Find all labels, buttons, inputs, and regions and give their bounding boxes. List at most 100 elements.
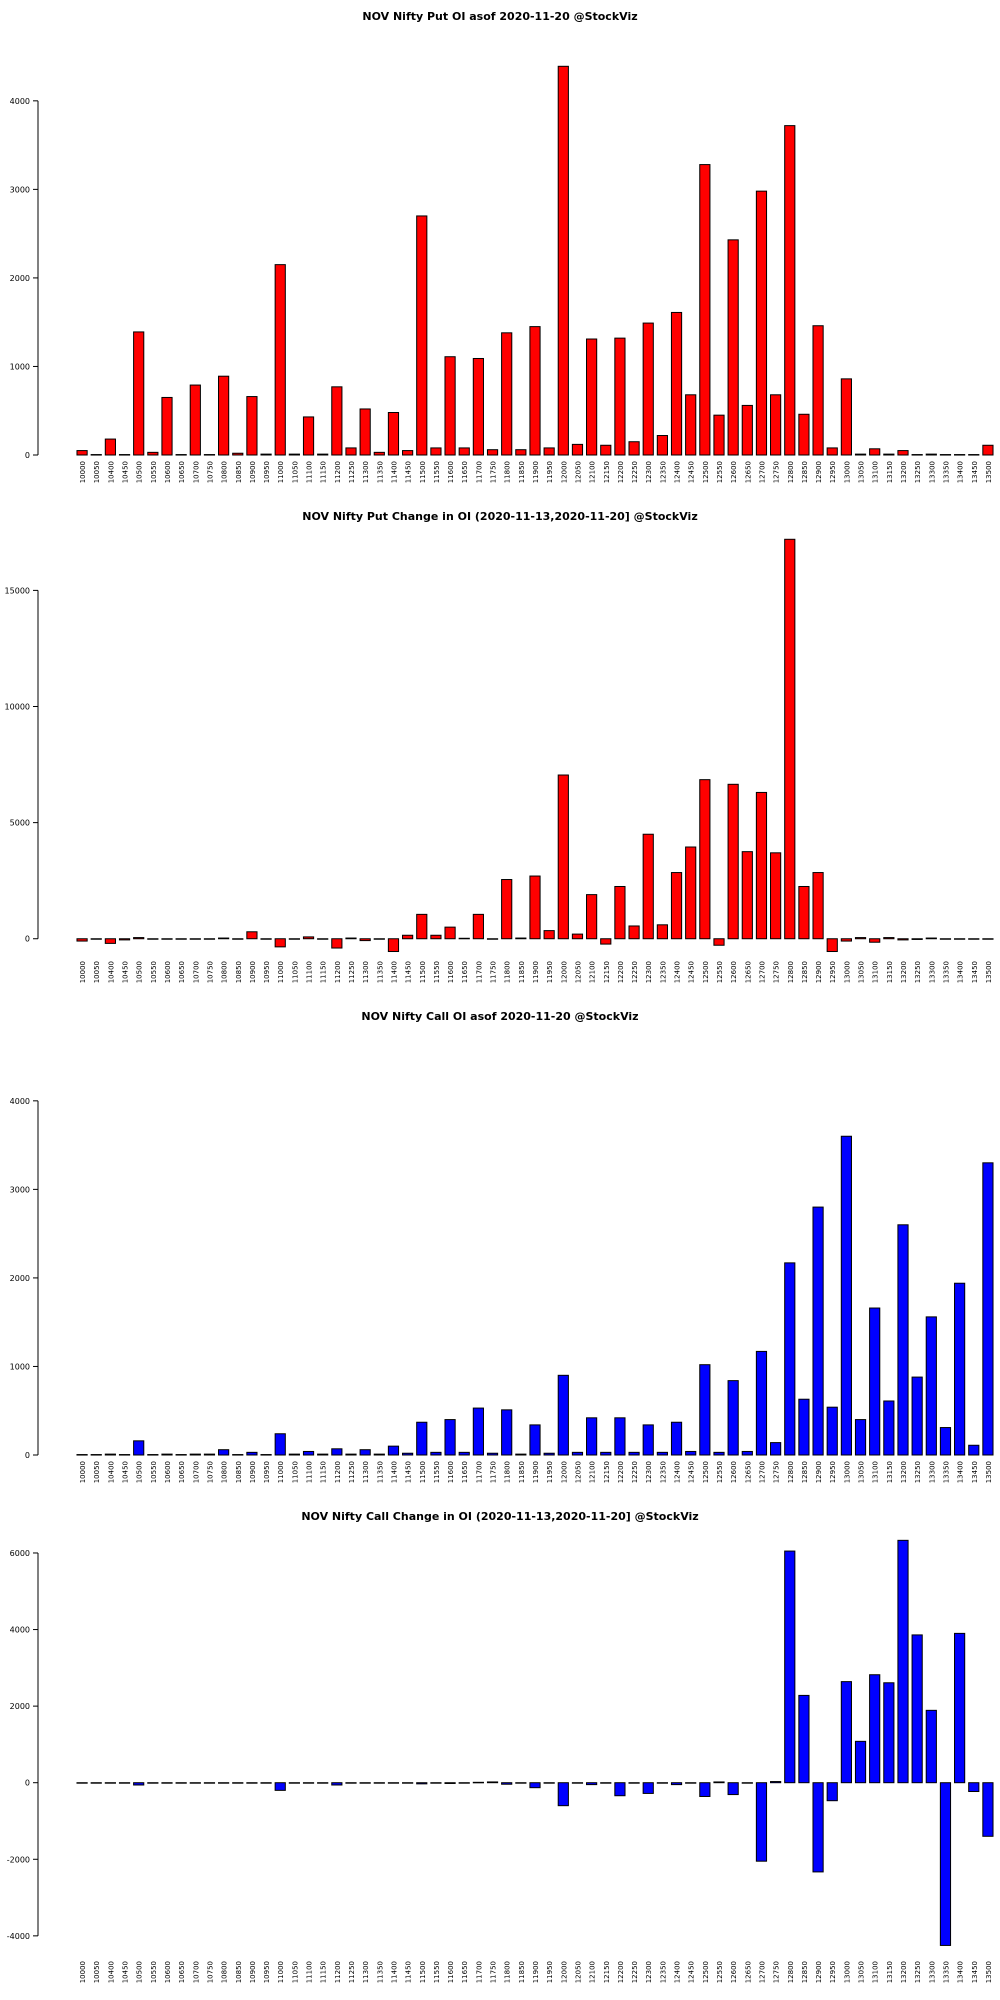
- x-tick-label: 12900: [815, 1461, 823, 1483]
- bar: [387, 938, 400, 953]
- x-tick-label: 10600: [164, 1461, 172, 1483]
- x-tick-label: 12950: [829, 461, 837, 483]
- bar: [359, 408, 371, 456]
- x-tick-label: 11950: [546, 461, 554, 483]
- x-tick-label: 11600: [447, 461, 455, 483]
- x-tick-label: 12550: [716, 1461, 724, 1483]
- y-tick-label: 5000: [10, 819, 30, 828]
- x-tick-label: 10000: [79, 461, 87, 483]
- x-tick-label: 10050: [93, 461, 101, 483]
- x-tick-label: 12750: [773, 461, 781, 483]
- bar: [373, 938, 385, 940]
- bar: [656, 1782, 668, 1784]
- bar: [925, 1316, 937, 1456]
- x-tick-label: 10800: [221, 1961, 229, 1983]
- bar: [104, 1453, 116, 1456]
- bar: [147, 1782, 159, 1784]
- bar: [529, 1424, 541, 1456]
- bar: [218, 937, 230, 940]
- x-tick-label: 12450: [688, 461, 696, 483]
- bar: [784, 1550, 796, 1784]
- x-tick-label: 11900: [532, 461, 540, 483]
- x-tick-label: 12150: [603, 1461, 611, 1483]
- bar: [302, 416, 315, 456]
- bar: [260, 1454, 272, 1456]
- x-tick-label: 12300: [645, 461, 653, 483]
- bar: [628, 925, 640, 940]
- bar: [670, 1782, 683, 1786]
- x-tick-label: 10700: [192, 961, 200, 983]
- bar: [642, 1782, 654, 1794]
- x-tick-label: 11000: [277, 1461, 285, 1483]
- bar: [784, 538, 796, 940]
- bar: [982, 1162, 994, 1456]
- bar: [472, 357, 484, 456]
- bar: [218, 1449, 230, 1456]
- bar: [727, 239, 739, 456]
- x-tick-label: 11850: [518, 1961, 526, 1983]
- bar: [656, 1451, 668, 1456]
- x-tick-label: 11350: [376, 961, 384, 983]
- bar: [175, 454, 187, 456]
- x-tick-label: 13000: [843, 1461, 851, 1483]
- bar: [543, 930, 555, 940]
- bar: [557, 65, 569, 456]
- x-tick-label: 11750: [490, 461, 498, 483]
- x-tick-label: 12400: [674, 1961, 682, 1983]
- bar: [954, 454, 966, 456]
- bar: [954, 1282, 966, 1456]
- bar: [260, 453, 272, 456]
- x-tick-label: 13450: [971, 1461, 979, 1483]
- bar: [133, 331, 145, 456]
- bar: [373, 1453, 385, 1456]
- bar: [529, 875, 541, 940]
- bar: [939, 454, 952, 456]
- y-tick-label: 0: [25, 1779, 30, 1788]
- x-tick-label: 10700: [192, 461, 200, 483]
- bar: [161, 396, 173, 456]
- bar: [614, 885, 626, 940]
- bar: [911, 938, 923, 940]
- x-tick-label: 12900: [815, 461, 823, 483]
- bar: [755, 190, 768, 456]
- x-tick-label: 12250: [631, 461, 639, 483]
- x-tick-label: 11400: [390, 1461, 398, 1483]
- bar: [586, 1782, 598, 1786]
- bar: [812, 1206, 824, 1456]
- x-tick-label: 12000: [560, 1961, 568, 1983]
- bar: [543, 1782, 555, 1784]
- bar: [458, 1451, 470, 1456]
- x-tick-label: 13250: [914, 961, 922, 983]
- bar: [486, 938, 499, 940]
- x-tick-label: 12100: [589, 961, 597, 983]
- x-tick-label: 13300: [928, 461, 936, 483]
- x-tick-label: 10950: [263, 1961, 271, 1983]
- x-tick-label: 12250: [631, 1461, 639, 1483]
- bar: [359, 1782, 371, 1784]
- x-tick-label: 11700: [475, 1961, 483, 1983]
- bar: [189, 384, 201, 456]
- bar: [189, 1782, 201, 1784]
- bar: [685, 394, 697, 456]
- bar: [954, 1632, 966, 1784]
- bar: [486, 1781, 499, 1784]
- x-tick-label: 12850: [801, 961, 809, 983]
- bar: [331, 938, 343, 949]
- bar: [571, 1782, 584, 1784]
- x-tick-label: 12350: [659, 461, 667, 483]
- bar: [260, 938, 272, 940]
- x-tick-label: 11050: [291, 1961, 299, 1983]
- x-tick-label: 11300: [362, 461, 370, 483]
- bar: [189, 1453, 201, 1456]
- bar: [968, 454, 980, 456]
- bar: [317, 1782, 329, 1784]
- bar: [260, 1782, 272, 1784]
- x-tick-label: 12150: [603, 461, 611, 483]
- x-tick-label: 11400: [390, 1961, 398, 1983]
- bar: [968, 1782, 980, 1793]
- bar: [982, 444, 994, 456]
- bar: [147, 451, 159, 456]
- y-tick-label: 3000: [10, 1185, 30, 1194]
- x-tick-label: 11950: [546, 1961, 554, 1983]
- bar: [515, 449, 527, 456]
